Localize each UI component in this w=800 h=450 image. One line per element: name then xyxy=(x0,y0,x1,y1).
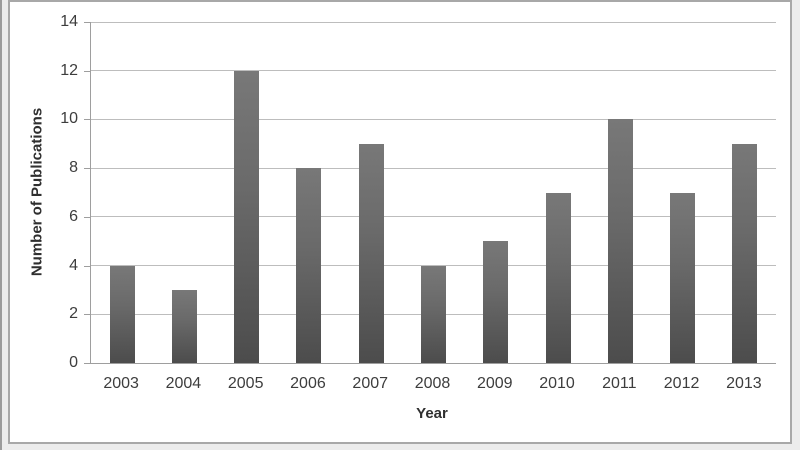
x-axis-title: Year xyxy=(416,405,448,422)
bar-2003 xyxy=(109,265,135,363)
y-tick-mark-4 xyxy=(84,265,90,267)
y-tick-label-2: 2 xyxy=(69,305,78,323)
y-tick-label-0: 0 xyxy=(69,354,78,371)
bar-2010 xyxy=(545,192,571,363)
y-tick-label-8: 8 xyxy=(69,159,78,177)
gridline-y-4 xyxy=(91,265,776,267)
window-edge-line xyxy=(0,0,2,450)
gridline-y-14 xyxy=(91,21,776,23)
bar-2006 xyxy=(296,168,322,363)
x-tick-label-2012: 2012 xyxy=(663,375,700,392)
y-tick-label-4: 4 xyxy=(69,256,78,274)
bar-2009 xyxy=(483,241,509,363)
y-tick-label-10: 10 xyxy=(60,110,78,128)
x-tick-label-2003: 2003 xyxy=(103,375,139,392)
x-tick-label-2005: 2005 xyxy=(227,375,264,392)
y-tick-mark-14 xyxy=(84,22,90,23)
y-tick-mark-2 xyxy=(84,314,90,316)
bar-2007 xyxy=(358,143,384,363)
gridline-y-6 xyxy=(91,216,776,218)
y-tick-mark-10 xyxy=(84,119,90,121)
y-axis-title: Number of Publications xyxy=(28,107,46,277)
x-tick-label-2008: 2008 xyxy=(414,375,451,392)
bar-2012 xyxy=(670,192,696,363)
x-tick-label-2007: 2007 xyxy=(352,375,389,392)
bar-2004 xyxy=(171,289,197,363)
gridline-y-12 xyxy=(91,70,776,72)
gridline-y-10 xyxy=(91,118,776,120)
x-tick-label-2013: 2013 xyxy=(726,375,762,392)
plot-area xyxy=(90,21,776,364)
bar-2011 xyxy=(607,119,633,363)
x-tick-label-2004: 2004 xyxy=(165,375,202,392)
bar-2013 xyxy=(732,143,758,363)
x-tick-label-2009: 2009 xyxy=(476,375,513,392)
y-tick-mark-0 xyxy=(84,363,90,364)
bar-2005 xyxy=(234,70,260,363)
chart-frame: Number of Publications 0 2 4 6 8 10 12 14 2003 2… xyxy=(8,0,792,444)
x-tick-label-2010: 2010 xyxy=(539,375,575,392)
y-tick-mark-8 xyxy=(84,168,90,170)
y-tick-label-14: 14 xyxy=(60,13,78,30)
gridline-y-8 xyxy=(91,167,776,169)
x-tick-label-2006: 2006 xyxy=(290,375,326,392)
y-tick-mark-6 xyxy=(84,216,90,218)
x-tick-label-2011: 2011 xyxy=(602,375,637,392)
bar-2008 xyxy=(421,265,446,363)
y-tick-mark-12 xyxy=(84,70,90,72)
y-tick-label-6: 6 xyxy=(69,207,78,225)
y-tick-label-12: 12 xyxy=(60,61,78,79)
